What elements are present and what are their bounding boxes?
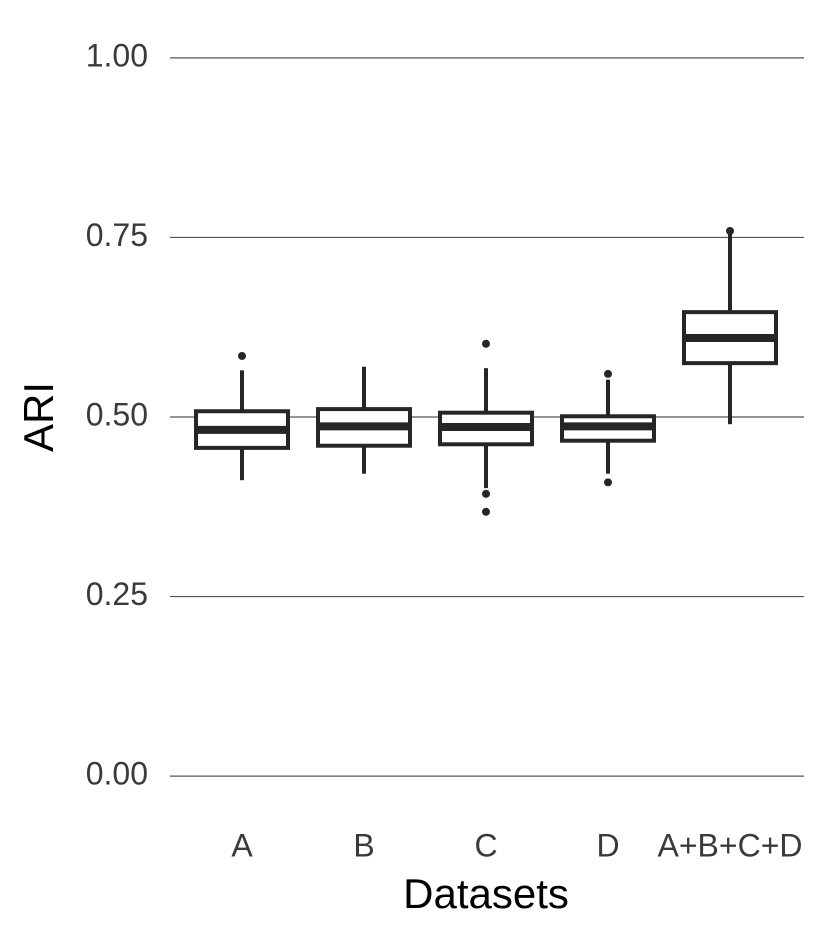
outlier bbox=[482, 507, 490, 516]
x-tick-label: A bbox=[231, 827, 253, 863]
outlier bbox=[604, 369, 612, 378]
x-tick-label: D bbox=[596, 827, 619, 863]
y-tick-label: 0.25 bbox=[86, 576, 148, 612]
outlier bbox=[238, 351, 246, 360]
x-tick-label: A+B+C+D bbox=[658, 827, 803, 863]
y-tick-label: 0.75 bbox=[86, 217, 148, 253]
outlier bbox=[604, 478, 612, 487]
y-tick-label: 0.00 bbox=[86, 756, 148, 792]
outlier bbox=[482, 489, 490, 498]
outlier bbox=[726, 226, 734, 235]
x-tick-label: C bbox=[474, 827, 497, 863]
y-tick-label: 1.00 bbox=[86, 37, 148, 73]
x-axis-title: Datasets bbox=[403, 870, 569, 917]
outlier bbox=[482, 339, 490, 348]
y-axis-title: ARI bbox=[15, 382, 62, 452]
x-tick-label: B bbox=[353, 827, 374, 863]
y-tick-label: 0.50 bbox=[86, 396, 148, 432]
